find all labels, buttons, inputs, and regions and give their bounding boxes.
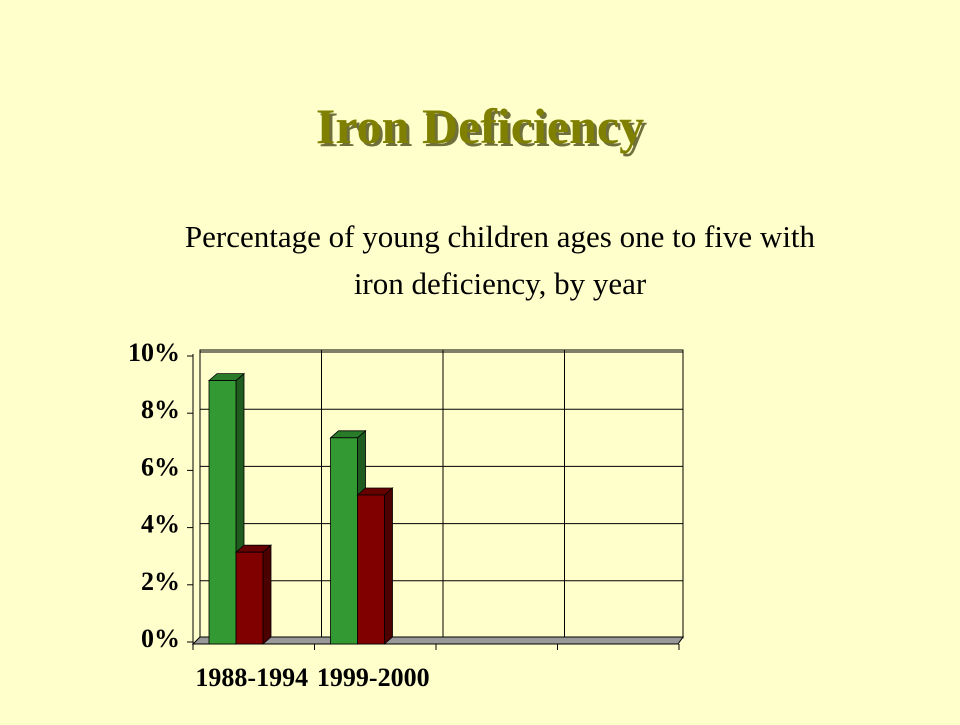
bar-side [384, 487, 393, 645]
chart-title: Percentage of young children ages one to… [185, 219, 816, 254]
chart-title: iron deficiency, by year [354, 266, 647, 301]
y-tick-label: 6% [141, 452, 180, 481]
slide-title: Iron Deficiency [316, 98, 644, 154]
plot-wall [199, 349, 684, 639]
y-tick-label: 0% [141, 624, 180, 653]
y-tick-label: 10% [128, 338, 180, 367]
y-tick-label: 8% [141, 395, 180, 424]
y-tick-label: 4% [141, 510, 180, 539]
bar [235, 551, 264, 645]
bar [330, 437, 358, 645]
floor [191, 636, 684, 645]
bar-side [262, 544, 272, 645]
bar [208, 380, 237, 645]
x-tick-label: 1999-2000 [317, 663, 430, 692]
y-tick-label: 2% [141, 567, 180, 596]
x-tick-label: 1988-1994 [195, 663, 308, 692]
bar [357, 494, 385, 645]
title-shadow: Iron Deficiency [319, 101, 647, 157]
